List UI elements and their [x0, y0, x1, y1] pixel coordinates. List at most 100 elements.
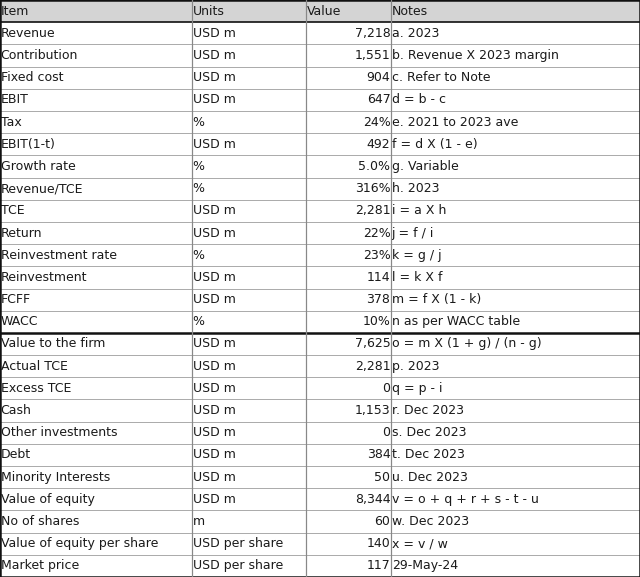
- Bar: [192, 200, 306, 222]
- Bar: [192, 0, 306, 22]
- Bar: [0, 133, 192, 155]
- Text: USD per share: USD per share: [193, 537, 283, 550]
- Bar: [0, 44, 192, 66]
- Text: Notes: Notes: [392, 5, 428, 17]
- Bar: [391, 111, 640, 133]
- Bar: [0, 200, 192, 222]
- Text: s. Dec 2023: s. Dec 2023: [392, 426, 466, 439]
- Text: 2,281: 2,281: [355, 204, 390, 218]
- Text: USD m: USD m: [193, 49, 236, 62]
- Text: e. 2021 to 2023 ave: e. 2021 to 2023 ave: [392, 115, 518, 129]
- Text: %: %: [193, 315, 205, 328]
- Bar: [0, 22, 192, 44]
- Text: 7,218: 7,218: [355, 27, 390, 40]
- Text: Value of equity: Value of equity: [1, 493, 95, 506]
- Bar: [391, 533, 640, 555]
- Text: Growth rate: Growth rate: [1, 160, 76, 173]
- Text: Minority Interests: Minority Interests: [1, 471, 110, 484]
- Text: Debt: Debt: [1, 448, 31, 462]
- Text: 378: 378: [367, 293, 390, 306]
- Text: l = k X f: l = k X f: [392, 271, 442, 284]
- Bar: [306, 488, 391, 511]
- Text: Value of equity per share: Value of equity per share: [1, 537, 158, 550]
- Text: 29-May-24: 29-May-24: [392, 560, 458, 572]
- Text: 5.0%: 5.0%: [358, 160, 390, 173]
- Text: Other investments: Other investments: [1, 426, 117, 439]
- Bar: [391, 244, 640, 267]
- Bar: [0, 377, 192, 399]
- Bar: [306, 422, 391, 444]
- Text: 10%: 10%: [363, 315, 390, 328]
- Bar: [0, 333, 192, 355]
- Text: %: %: [193, 115, 205, 129]
- Bar: [306, 555, 391, 577]
- Bar: [192, 22, 306, 44]
- Bar: [0, 288, 192, 310]
- Text: USD m: USD m: [193, 382, 236, 395]
- Text: Revenue/TCE: Revenue/TCE: [1, 182, 83, 195]
- Text: Actual TCE: Actual TCE: [1, 359, 67, 373]
- Text: q = p - i: q = p - i: [392, 382, 442, 395]
- Bar: [391, 377, 640, 399]
- Bar: [0, 155, 192, 178]
- Bar: [306, 66, 391, 89]
- Bar: [192, 444, 306, 466]
- Bar: [306, 155, 391, 178]
- Bar: [0, 222, 192, 244]
- Bar: [391, 155, 640, 178]
- Bar: [391, 422, 640, 444]
- Text: %: %: [193, 160, 205, 173]
- Bar: [0, 444, 192, 466]
- Text: 23%: 23%: [363, 249, 390, 262]
- Bar: [192, 222, 306, 244]
- Bar: [306, 200, 391, 222]
- Text: USD m: USD m: [193, 227, 236, 239]
- Bar: [192, 178, 306, 200]
- Text: b. Revenue X 2023 margin: b. Revenue X 2023 margin: [392, 49, 559, 62]
- Bar: [306, 288, 391, 310]
- Bar: [192, 310, 306, 333]
- Text: j = f / i: j = f / i: [392, 227, 434, 239]
- Bar: [192, 267, 306, 288]
- Text: 117: 117: [367, 560, 390, 572]
- Text: Cash: Cash: [1, 404, 31, 417]
- Text: EBIT(1-t): EBIT(1-t): [1, 138, 56, 151]
- Bar: [0, 511, 192, 533]
- Text: 647: 647: [367, 93, 390, 106]
- Bar: [391, 333, 640, 355]
- Text: Excess TCE: Excess TCE: [1, 382, 71, 395]
- Bar: [391, 0, 640, 22]
- Bar: [0, 0, 192, 22]
- Bar: [391, 310, 640, 333]
- Bar: [306, 466, 391, 488]
- Text: x = v / w: x = v / w: [392, 537, 447, 550]
- Text: t. Dec 2023: t. Dec 2023: [392, 448, 465, 462]
- Text: k = g / j: k = g / j: [392, 249, 441, 262]
- Bar: [0, 244, 192, 267]
- Bar: [391, 267, 640, 288]
- Bar: [0, 89, 192, 111]
- Text: WACC: WACC: [1, 315, 38, 328]
- Bar: [391, 222, 640, 244]
- Bar: [192, 466, 306, 488]
- Text: 1,551: 1,551: [355, 49, 390, 62]
- Text: USD per share: USD per share: [193, 560, 283, 572]
- Bar: [391, 511, 640, 533]
- Text: i = a X h: i = a X h: [392, 204, 446, 218]
- Bar: [192, 422, 306, 444]
- Bar: [391, 44, 640, 66]
- Text: g. Variable: g. Variable: [392, 160, 458, 173]
- Text: USD m: USD m: [193, 359, 236, 373]
- Bar: [192, 555, 306, 577]
- Bar: [391, 355, 640, 377]
- Text: v = o + q + r + s - t - u: v = o + q + r + s - t - u: [392, 493, 538, 506]
- Bar: [192, 511, 306, 533]
- Text: 1,153: 1,153: [355, 404, 390, 417]
- Text: Value: Value: [307, 5, 341, 17]
- Bar: [306, 133, 391, 155]
- Bar: [391, 444, 640, 466]
- Text: %: %: [193, 249, 205, 262]
- Bar: [0, 178, 192, 200]
- Bar: [306, 355, 391, 377]
- Bar: [192, 355, 306, 377]
